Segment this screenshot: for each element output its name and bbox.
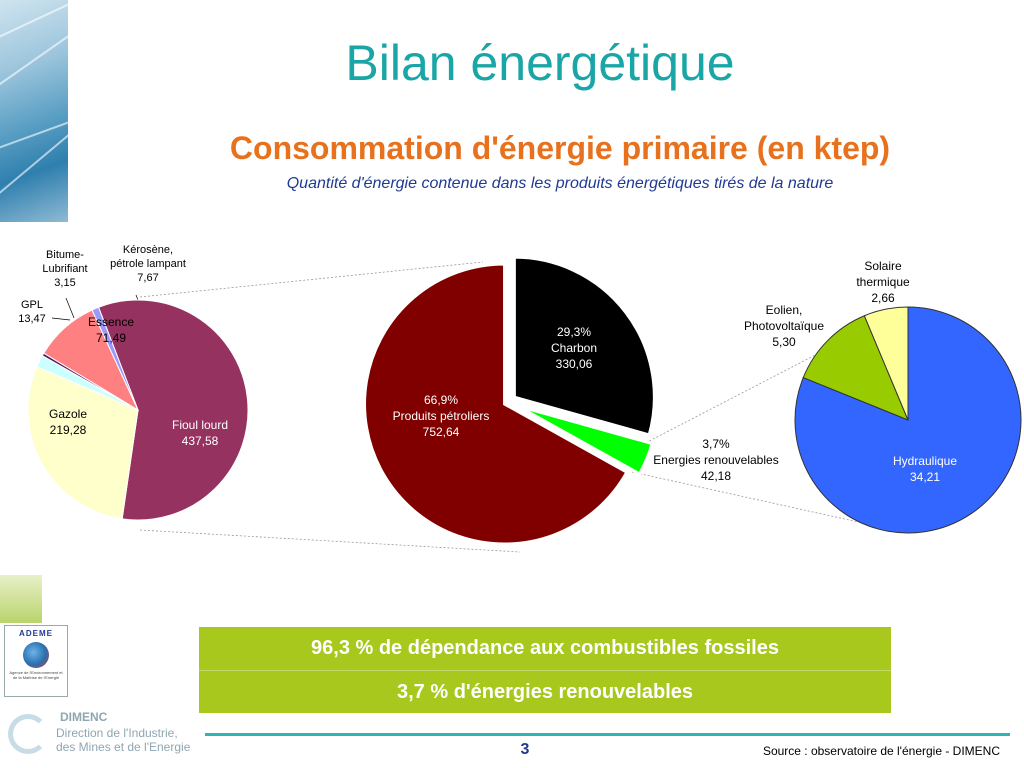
chart-caption: Quantité d'énergie contenue dans les pro… xyxy=(286,175,834,192)
pie-slice-fioul-lourd xyxy=(97,299,249,521)
pie-slice-charbon xyxy=(512,255,656,437)
label-hydraulique: Hydraulique 34,21 xyxy=(892,454,958,484)
label-eolien: Eolien, Photovoltaïque 5,30 xyxy=(743,303,825,349)
pie-primary-energy xyxy=(363,255,656,546)
connector-line xyxy=(631,471,909,534)
leader-line xyxy=(135,294,139,301)
leader-line xyxy=(51,317,71,321)
label-gazole: Gazole 219,28 xyxy=(48,407,88,437)
pie-slice-produits-p-troliers xyxy=(363,262,629,546)
globe-icon xyxy=(23,642,49,668)
pie-slice-solaire-thermique xyxy=(863,306,909,421)
label-kerosene: Kérosène, pétrole lampant 7,67 xyxy=(110,244,186,284)
pie-petroleum-products xyxy=(27,299,249,521)
ademe-logo: ADEME Agence de l'Environnement et de la… xyxy=(4,625,68,697)
label-energies-renouvelables: 3,7% Energies renouvelables 42,18 xyxy=(653,437,779,483)
leader-line xyxy=(65,297,75,319)
decorative-photo-top xyxy=(0,0,68,222)
connector-line xyxy=(627,306,909,453)
label-fioul-lourd: Fioul lourd 437,58 xyxy=(171,418,229,448)
footer-divider xyxy=(205,733,1010,736)
banner-renewables-share: 3,7 % d'énergies renouvelables xyxy=(397,681,693,703)
pie-slice-energies-renouvelables xyxy=(516,404,654,476)
label-essence: Essence 71,49 xyxy=(87,315,135,345)
banner-fossil-dependence: 96,3 % de dépendance aux combustibles fo… xyxy=(199,627,891,671)
source-note: Source : observatoire de l'énergie - DIM… xyxy=(762,744,1000,758)
pie-slice-k-ros-ne-p-trole-lampant xyxy=(91,306,139,411)
connector-line xyxy=(139,529,521,553)
label-solaire-thermique: Solaire thermique 2,66 xyxy=(856,259,910,305)
chart-subtitle: Consommation d'énergie primaire (en ktep… xyxy=(229,130,891,166)
label-produits-petroliers: 66,9% Produits pétroliers 752,64 xyxy=(392,393,490,439)
pie-slice-eolien-photovolta-que xyxy=(802,315,909,421)
dimenc-logo: DIMENC Direction de l'Industrie, des Min… xyxy=(8,702,198,762)
label-charbon: 29,3% Charbon 330,06 xyxy=(550,325,598,371)
connector-lines xyxy=(51,261,909,553)
pie-slice-hydraulique xyxy=(794,306,1022,534)
page-number: 3 xyxy=(520,741,530,758)
page-title: Bilan énergétique xyxy=(345,35,735,91)
summary-banner: 96,3 % de dépendance aux combustibles fo… xyxy=(199,627,891,713)
pie-slice-gazole xyxy=(27,366,139,520)
connector-line xyxy=(139,261,484,298)
pie-renewables xyxy=(794,306,1022,534)
decorative-photo-bottom xyxy=(0,575,42,623)
label-bitume: Bitume- Lubrifiant 3,15 xyxy=(42,249,88,289)
swirl-icon xyxy=(8,714,48,754)
label-gpl: GPL 13,47 xyxy=(18,299,46,325)
